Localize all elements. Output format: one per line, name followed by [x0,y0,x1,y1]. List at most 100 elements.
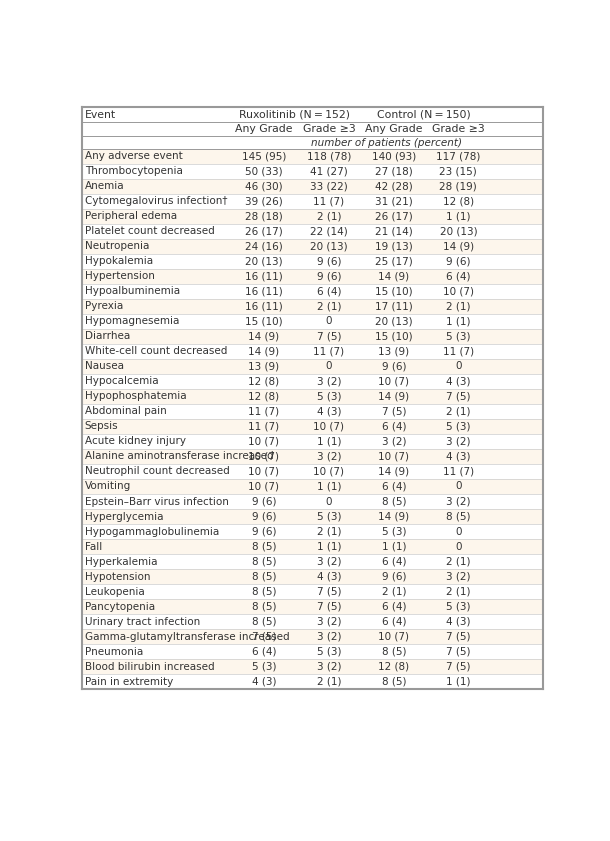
Text: 8 (5): 8 (5) [382,496,406,506]
Text: 15 (10): 15 (10) [245,316,282,326]
Bar [82,283,543,299]
Text: 4 (3): 4 (3) [251,677,276,687]
Text: 8 (5): 8 (5) [251,572,276,582]
Text: 2 (1): 2 (1) [317,301,341,311]
Bar [82,389,543,404]
Text: 7 (5): 7 (5) [317,587,341,596]
Text: 13 (9): 13 (9) [378,346,409,357]
Text: 2 (1): 2 (1) [382,587,406,596]
Text: 6 (4): 6 (4) [382,421,406,431]
Text: 12 (8): 12 (8) [443,196,474,206]
Text: 11 (7): 11 (7) [314,346,345,357]
Text: 1 (1): 1 (1) [446,677,470,687]
Bar [82,419,543,434]
Text: 12 (8): 12 (8) [248,391,279,401]
Text: 7 (5): 7 (5) [317,601,341,611]
Text: 1 (1): 1 (1) [317,542,341,552]
Text: 14 (9): 14 (9) [443,241,474,251]
Text: Any Grade: Any Grade [365,124,423,135]
Text: 21 (14): 21 (14) [375,226,413,236]
Bar [82,614,543,629]
Text: 5 (3): 5 (3) [317,511,341,521]
Bar [82,314,543,329]
Text: Hypokalemia: Hypokalemia [85,257,153,267]
Text: 24 (16): 24 (16) [245,241,282,251]
Text: 118 (78): 118 (78) [307,151,351,161]
Bar [82,359,543,374]
Text: Hypomagnesemia: Hypomagnesemia [85,316,179,326]
Text: 11 (7): 11 (7) [248,421,279,431]
Text: 1 (1): 1 (1) [317,436,341,447]
Bar [82,584,543,599]
Bar [82,254,543,269]
Bar [82,178,543,193]
Text: 6 (4): 6 (4) [382,482,406,491]
Text: 2 (1): 2 (1) [317,211,341,221]
Text: number of patients (percent): number of patients (percent) [310,137,462,147]
Text: 3 (2): 3 (2) [317,662,341,672]
Text: 4 (3): 4 (3) [446,616,470,627]
Text: 10 (7): 10 (7) [378,632,409,642]
Text: 0: 0 [326,362,332,372]
Text: 0: 0 [455,526,462,537]
Text: Leukopenia: Leukopenia [85,587,145,596]
Text: Control (N = 150): Control (N = 150) [378,110,471,119]
Text: 7 (5): 7 (5) [251,632,276,642]
Text: 0: 0 [326,496,332,506]
Text: 8 (5): 8 (5) [251,542,276,552]
Text: 3 (2): 3 (2) [446,572,470,582]
Text: Ruxolitinib (N = 152): Ruxolitinib (N = 152) [239,110,350,119]
Text: 117 (78): 117 (78) [436,151,481,161]
Text: Event: Event [85,110,116,119]
Bar [82,193,543,209]
Text: 14 (9): 14 (9) [248,331,279,341]
Bar [82,599,543,614]
Text: 12 (8): 12 (8) [378,662,409,672]
Text: 3 (2): 3 (2) [382,436,406,447]
Text: 4 (3): 4 (3) [317,572,341,582]
Bar [82,344,543,359]
Text: 16 (11): 16 (11) [245,272,282,281]
Text: 1 (1): 1 (1) [382,542,406,552]
Text: 5 (3): 5 (3) [446,601,470,611]
Text: 1 (1): 1 (1) [446,316,470,326]
Text: 26 (17): 26 (17) [245,226,282,236]
Text: 10 (7): 10 (7) [378,452,409,462]
Text: 27 (18): 27 (18) [375,167,413,176]
Text: Any Grade: Any Grade [235,124,293,135]
Text: 2 (1): 2 (1) [317,677,341,687]
Text: 5 (3): 5 (3) [251,662,276,672]
Text: 0: 0 [326,316,332,326]
Text: Grade ≥3: Grade ≥3 [432,124,485,135]
Text: 10 (7): 10 (7) [248,436,279,447]
Bar [82,509,543,524]
Text: 8 (5): 8 (5) [382,677,406,687]
Text: 4 (3): 4 (3) [446,452,470,462]
Text: 31 (21): 31 (21) [375,196,413,206]
Text: 1 (1): 1 (1) [446,211,470,221]
Text: Neutrophil count decreased: Neutrophil count decreased [85,467,229,477]
Bar [82,629,543,644]
Text: 39 (26): 39 (26) [245,196,282,206]
Text: 3 (2): 3 (2) [317,452,341,462]
Text: 28 (19): 28 (19) [439,181,477,191]
Text: Grade ≥3: Grade ≥3 [303,124,355,135]
Text: Acute kidney injury: Acute kidney injury [85,436,186,447]
Text: Any adverse event: Any adverse event [85,151,182,161]
Text: 2 (1): 2 (1) [446,557,470,567]
Text: White-cell count decreased: White-cell count decreased [85,346,227,357]
Text: 14 (9): 14 (9) [378,272,409,281]
Text: 9 (6): 9 (6) [317,257,341,267]
Text: 20 (13): 20 (13) [245,257,282,267]
Text: 8 (5): 8 (5) [382,647,406,657]
Text: 10 (7): 10 (7) [248,482,279,491]
Text: 8 (5): 8 (5) [251,557,276,567]
Text: 9 (6): 9 (6) [251,511,276,521]
Text: Pain in extremity: Pain in extremity [85,677,173,687]
Text: 42 (28): 42 (28) [375,181,413,191]
Text: 14 (9): 14 (9) [378,467,409,477]
Text: 3 (2): 3 (2) [317,377,341,386]
Bar [82,224,543,239]
Text: Hypogammaglobulinemia: Hypogammaglobulinemia [85,526,219,537]
Text: 12 (8): 12 (8) [248,377,279,386]
